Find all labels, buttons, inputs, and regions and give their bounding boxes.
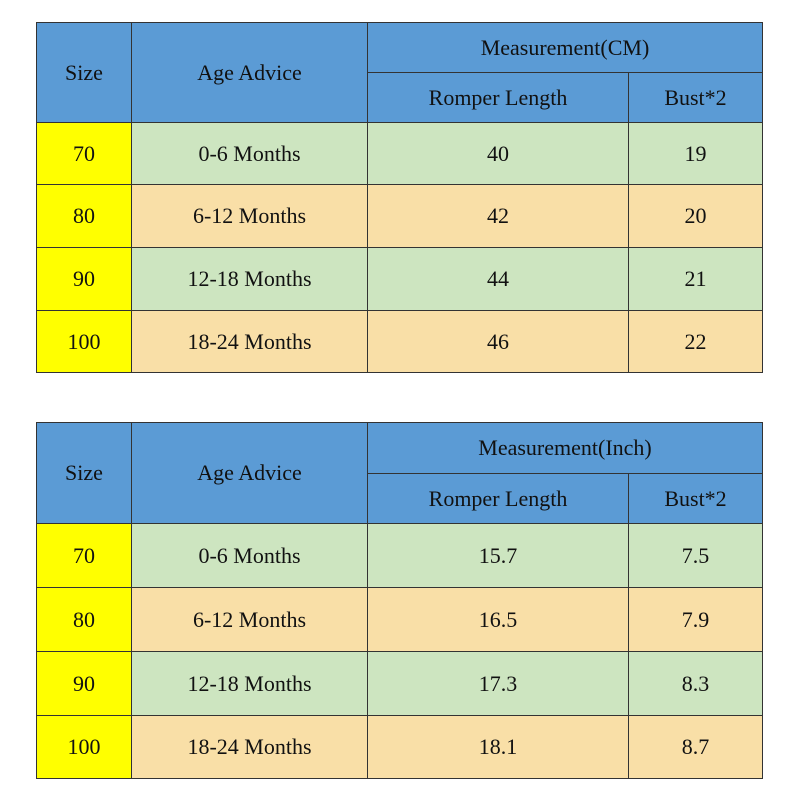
size-cell: 70 bbox=[36, 122, 132, 185]
data-cell: 12-18 Months bbox=[131, 651, 368, 716]
data-row: 100 18-24 Months 18.1 8.7 bbox=[36, 715, 764, 779]
size-cell: 90 bbox=[36, 651, 132, 716]
data-cell: 18-24 Months bbox=[131, 715, 368, 779]
data-cell: 19 bbox=[628, 122, 763, 185]
data-cell: 18.1 bbox=[367, 715, 629, 779]
size-cell: 100 bbox=[36, 715, 132, 779]
data-row: 100 18-24 Months 46 22 bbox=[36, 310, 763, 373]
header-cell: Bust*2 bbox=[628, 72, 763, 123]
data-cell: 7.5 bbox=[627, 523, 764, 588]
header-cell: Age Advice bbox=[131, 422, 368, 524]
size-cell: 80 bbox=[36, 184, 132, 248]
header-cell: Romper Length bbox=[367, 72, 629, 123]
data-cell: 12-18 Months bbox=[131, 247, 368, 311]
data-cell: 15.7 bbox=[367, 523, 629, 588]
size-cell: 80 bbox=[36, 587, 132, 652]
data-cell: 46 bbox=[367, 310, 629, 373]
header-cell: Measurement(Inch) bbox=[366, 422, 764, 474]
header-cell: Romper Length bbox=[367, 473, 629, 524]
header-cell: Measurement(CM) bbox=[367, 22, 763, 73]
data-cell: 20 bbox=[628, 184, 763, 248]
size-cell: 90 bbox=[36, 247, 132, 311]
header-cell: Bust*2 bbox=[627, 473, 764, 524]
data-cell: 40 bbox=[367, 122, 629, 185]
data-cell: 22 bbox=[628, 310, 763, 373]
data-cell: 0-6 Months bbox=[131, 122, 368, 185]
header-cell: Size bbox=[36, 22, 132, 123]
size-cell: 100 bbox=[36, 310, 132, 373]
data-cell: 42 bbox=[367, 184, 629, 248]
data-row: 70 0-6 Months 15.7 7.5 bbox=[36, 523, 764, 588]
header-row: Size Age Advice Measurement(CM) bbox=[36, 22, 763, 123]
data-cell: 6-12 Months bbox=[131, 184, 368, 248]
data-cell: 8.3 bbox=[627, 651, 764, 716]
size-table: Size Age Advice Measurement(Inch) Romper Le… bbox=[36, 422, 764, 779]
data-cell: 0-6 Months bbox=[131, 523, 368, 588]
size-cell: 70 bbox=[36, 523, 132, 588]
header-cell: Age Advice bbox=[131, 22, 368, 123]
data-cell: 44 bbox=[367, 247, 629, 311]
data-row: 90 12-18 Months 17.3 8.3 bbox=[36, 651, 764, 716]
data-row: 70 0-6 Months 40 19 bbox=[36, 122, 763, 185]
data-row: 90 12-18 Months 44 21 bbox=[36, 247, 763, 311]
data-row: 80 6-12 Months 42 20 bbox=[36, 184, 763, 248]
size-table: Size Age Advice Measurement(CM) Romper Leng… bbox=[36, 22, 763, 373]
data-cell: 18-24 Months bbox=[131, 310, 368, 373]
data-cell: 17.3 bbox=[367, 651, 629, 716]
header-cell: Size bbox=[36, 422, 132, 524]
data-cell: 8.7 bbox=[627, 715, 764, 779]
header-row: Size Age Advice Measurement(Inch) bbox=[36, 422, 764, 524]
data-cell: 16.5 bbox=[367, 587, 629, 652]
data-cell: 7.9 bbox=[627, 587, 764, 652]
data-row: 80 6-12 Months 16.5 7.9 bbox=[36, 587, 764, 652]
header-row: Romper Length Bust*2 bbox=[37, 72, 763, 123]
data-cell: 6-12 Months bbox=[131, 587, 368, 652]
data-cell: 21 bbox=[628, 247, 763, 311]
